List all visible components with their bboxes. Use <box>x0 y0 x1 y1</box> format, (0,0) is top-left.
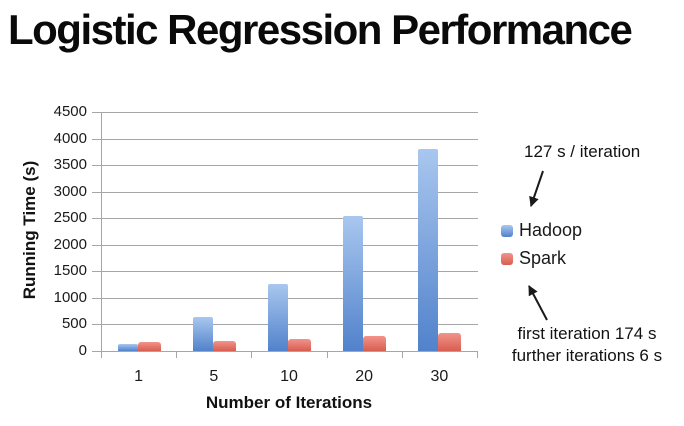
bar-hadoop-5 <box>192 317 213 351</box>
y-axis-tick <box>92 165 101 167</box>
gridline <box>102 271 478 273</box>
x-axis-tick <box>401 352 403 358</box>
spark-annotation-line1: first iteration 174 s <box>517 324 657 343</box>
bar-hadoop-10 <box>268 283 288 351</box>
gridline <box>102 324 478 326</box>
legend-item-hadoop: Hadoop <box>501 220 582 241</box>
x-axis-tick-label: 1 <box>134 368 144 385</box>
y-axis-tick-label: 500 <box>61 315 87 333</box>
gridline <box>102 191 478 193</box>
gridline <box>102 165 478 167</box>
x-axis-tick-label: 20 <box>355 368 374 385</box>
hadoop-annotation-arrow <box>529 170 544 207</box>
spark-legend-label: Spark <box>519 248 567 268</box>
x-axis-tick-label: 30 <box>430 368 449 385</box>
legend-item-spark: Spark <box>501 248 566 269</box>
y-axis-tick-label: 4000 <box>53 129 87 147</box>
y-axis-tick <box>92 324 101 326</box>
x-axis-tick <box>101 352 102 358</box>
bar-spark-30 <box>438 332 462 351</box>
y-axis-tick <box>92 218 101 220</box>
y-axis-tick <box>92 112 101 113</box>
y-axis-tick-label: 0 <box>78 342 87 359</box>
plot-area <box>101 112 478 352</box>
spark-legend-swatch-icon <box>501 252 513 265</box>
y-axis-tick <box>92 271 101 273</box>
hadoop-legend-label: Hadoop <box>519 220 583 240</box>
y-axis-tick-label: 3500 <box>53 156 87 174</box>
x-axis-tick-label: 10 <box>280 368 298 385</box>
gridline <box>102 138 478 140</box>
x-axis-tick <box>477 352 478 358</box>
x-axis-tick <box>326 352 328 358</box>
y-axis-tick <box>92 244 101 246</box>
bar-spark-20 <box>363 335 387 351</box>
spark-annotation-line2: further iterations 6 s <box>511 346 663 365</box>
spark-annotation: first iteration 174 s further iterations… <box>490 323 684 367</box>
gridline <box>102 244 478 246</box>
y-axis-tick-label: 4500 <box>53 103 87 120</box>
y-axis-tick-label: 2500 <box>53 209 87 227</box>
gridline <box>102 218 478 220</box>
y-axis-tick <box>92 138 101 140</box>
x-axis-tick <box>176 352 178 358</box>
y-axis-tick-label: 3000 <box>53 182 87 200</box>
hadoop-legend-swatch-icon <box>501 224 513 237</box>
gridline <box>102 112 478 113</box>
bar-spark-5 <box>212 340 236 351</box>
y-axis-tick <box>92 191 101 193</box>
bar-spark-10 <box>288 338 311 351</box>
gridline <box>102 297 478 299</box>
hadoop-annotation: 127 s / iteration <box>524 142 641 161</box>
x-axis-tick-label: 5 <box>209 368 219 385</box>
y-axis-tick <box>92 297 101 299</box>
spark-annotation-arrow <box>528 285 548 321</box>
x-axis-title: Number of Iterations <box>205 393 373 412</box>
chart-title: Logistic Regression Performance <box>8 6 633 53</box>
y-axis-tick-label: 1500 <box>53 262 87 280</box>
bar-hadoop-1 <box>117 344 138 351</box>
bar-spark-1 <box>137 341 161 351</box>
bar-hadoop-20 <box>343 216 364 351</box>
y-axis-tick-label: 2000 <box>53 235 87 253</box>
y-axis-tick <box>92 351 101 352</box>
y-axis-tick-label: 1000 <box>53 288 87 306</box>
bar-hadoop-30 <box>418 148 439 351</box>
x-axis-tick <box>251 352 253 358</box>
